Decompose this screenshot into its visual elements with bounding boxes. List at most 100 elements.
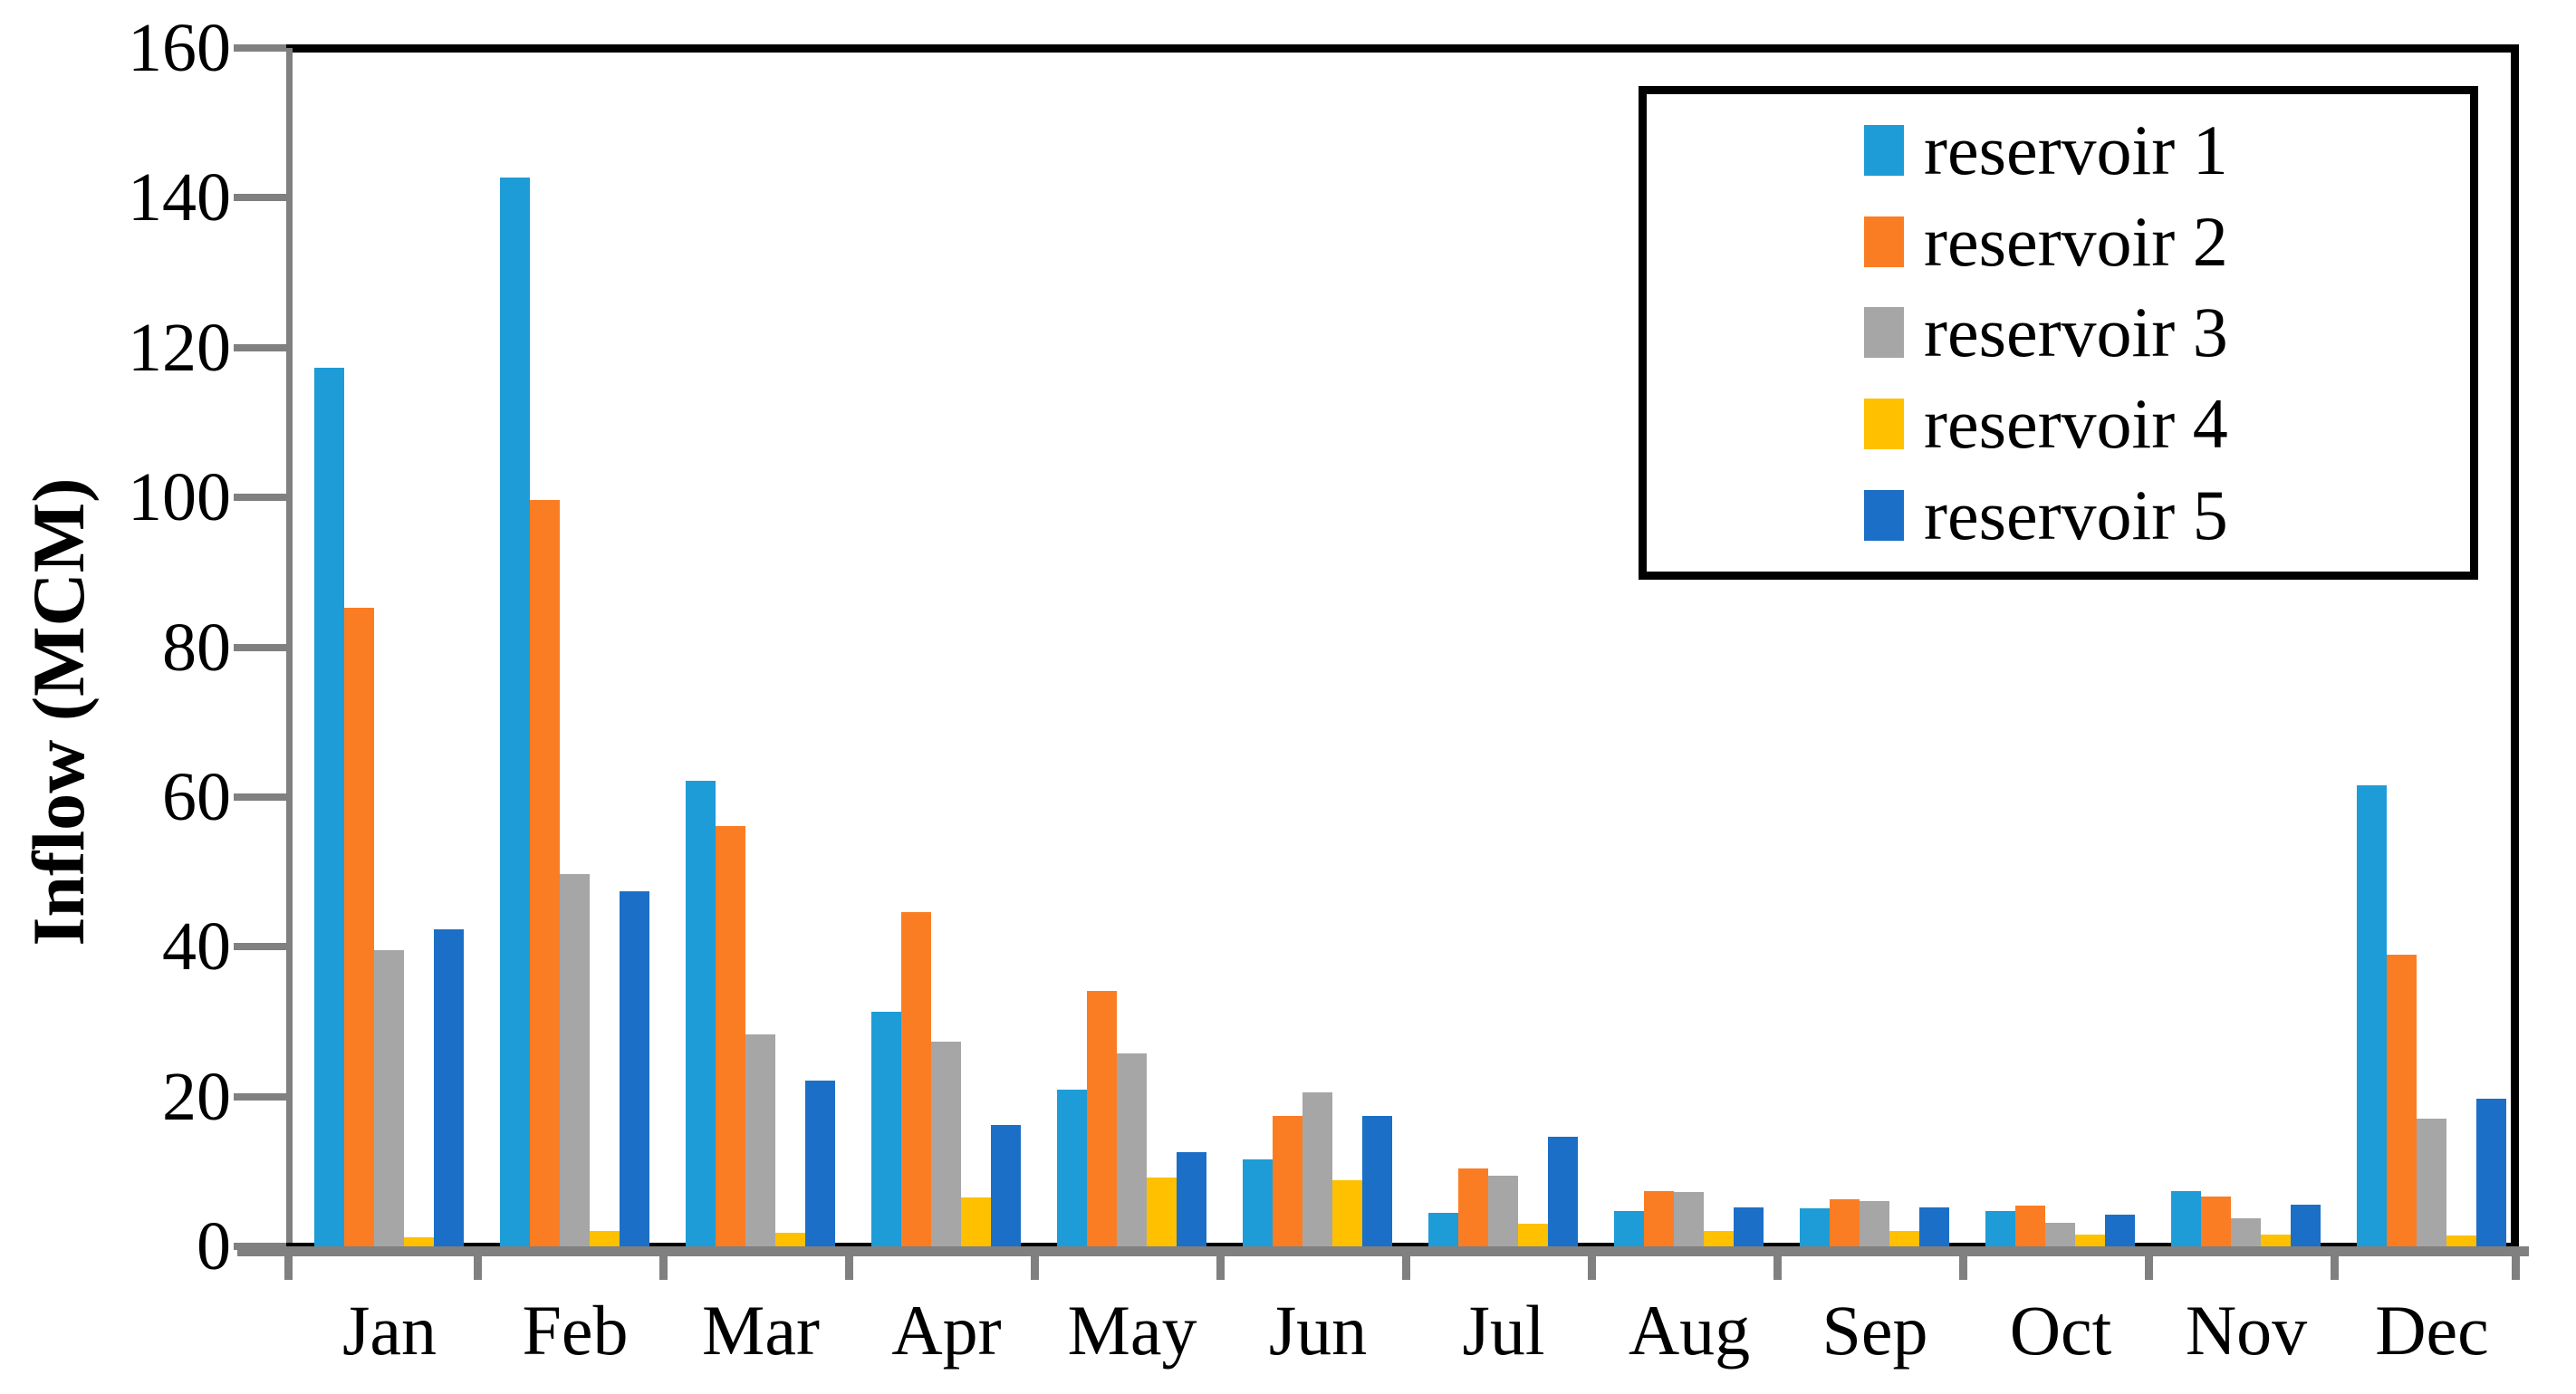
bar-mar-reservoir-2 [716,826,745,1246]
x-axis-label-aug: Aug [1628,1291,1751,1370]
bar-aug-reservoir-5 [1734,1207,1764,1246]
y-axis-tick-label: 60 [162,758,231,835]
y-axis-tick [234,1092,286,1101]
legend-label: reservoir 3 [1924,293,2228,372]
bar-sep-reservoir-1 [1800,1208,1830,1246]
bar-may-reservoir-1 [1057,1090,1087,1246]
y-axis-tick [234,494,286,502]
x-axis-label-jul: Jul [1462,1291,1545,1370]
bar-aug-reservoir-3 [1674,1192,1704,1246]
y-axis-tick [234,194,286,202]
bar-oct-reservoir-1 [1985,1211,2015,1246]
y-axis-tick-label: 160 [128,10,231,86]
bar-jun-reservoir-5 [1362,1116,1392,1246]
bar-dec-reservoir-4 [2446,1235,2476,1246]
bar-nov-reservoir-1 [2171,1191,2201,1246]
bar-jul-reservoir-5 [1548,1137,1578,1246]
bar-aug-reservoir-1 [1614,1211,1644,1246]
legend-label: reservoir 4 [1924,384,2228,464]
plot-border-top [286,44,2519,53]
bar-oct-reservoir-3 [2045,1223,2075,1246]
bar-nov-reservoir-5 [2291,1205,2321,1246]
y-axis-tick-label: 120 [128,309,231,386]
plot-border-right [2511,44,2519,1250]
legend-item-reservoir-1: reservoir 1 [1864,110,2470,189]
x-axis-tick [2144,1256,2153,1280]
bar-mar-reservoir-5 [805,1081,835,1246]
x-axis-tick [1216,1256,1225,1280]
x-axis-tick [2330,1256,2339,1280]
bar-dec-reservoir-1 [2357,785,2387,1246]
bar-dec-reservoir-3 [2417,1119,2446,1246]
x-axis-tick [658,1256,668,1280]
legend-swatch [1864,216,1904,267]
bar-mar-reservoir-3 [745,1034,775,1246]
y-axis-tick [234,44,286,52]
y-axis-tick [234,643,286,651]
bar-jul-reservoir-1 [1428,1213,1458,1246]
x-axis-label-jun: Jun [1268,1291,1368,1370]
bar-dec-reservoir-5 [2476,1099,2506,1246]
bar-mar-reservoir-1 [686,781,716,1246]
bar-nov-reservoir-4 [2261,1235,2291,1246]
x-axis-label-jan: Jan [342,1291,437,1370]
x-axis-tick [1773,1256,1782,1280]
x-axis-label-sep: Sep [1821,1291,1928,1370]
bar-jun-reservoir-1 [1243,1159,1273,1246]
y-axis-tick-label: 40 [162,909,231,985]
legend-swatch [1864,307,1904,359]
bar-may-reservoir-4 [1147,1178,1177,1246]
bar-feb-reservoir-3 [560,874,590,1246]
legend-item-reservoir-3: reservoir 3 [1864,297,2470,368]
y-axis-tick [234,793,286,801]
bar-jun-reservoir-3 [1302,1092,1332,1246]
legend-label: reservoir 1 [1924,110,2228,189]
bar-jun-reservoir-4 [1332,1180,1362,1246]
x-axis-tick [844,1256,853,1280]
y-axis-tick [234,943,286,951]
bar-may-reservoir-3 [1117,1053,1147,1246]
legend-swatch [1864,399,1904,450]
y-axis-line [286,48,293,1248]
x-axis-label-may: May [1067,1291,1197,1370]
bar-apr-reservoir-3 [931,1042,961,1246]
x-axis-band [237,1246,2529,1256]
legend-item-reservoir-2: reservoir 2 [1864,206,2470,277]
bar-apr-reservoir-5 [991,1125,1021,1246]
legend-item-reservoir-4: reservoir 4 [1864,389,2470,459]
x-axis-label-apr: Apr [891,1291,1002,1370]
x-axis-label-feb: Feb [522,1291,629,1370]
bar-sep-reservoir-5 [1919,1207,1949,1246]
bar-oct-reservoir-4 [2075,1235,2105,1246]
legend-label: reservoir 5 [1924,476,2228,555]
bar-jan-reservoir-3 [374,950,404,1246]
y-axis-tick-label: 140 [128,159,231,236]
bar-oct-reservoir-5 [2105,1215,2135,1246]
x-axis-tick [473,1256,482,1280]
x-axis-tick [1030,1256,1039,1280]
x-axis-tick [2511,1256,2520,1280]
x-axis-tick [284,1256,293,1280]
x-axis-tick [1587,1256,1596,1280]
y-axis-tick [234,1243,286,1250]
bar-dec-reservoir-2 [2387,955,2417,1246]
bar-jul-reservoir-2 [1458,1168,1488,1246]
x-axis-label-mar: Mar [702,1291,820,1370]
bar-sep-reservoir-3 [1860,1201,1889,1246]
y-axis-tick-label: 100 [128,459,231,536]
bar-may-reservoir-2 [1087,991,1117,1246]
y-axis-tick-label: 80 [162,609,231,686]
bar-apr-reservoir-4 [961,1197,991,1246]
bar-may-reservoir-5 [1177,1152,1206,1246]
bar-aug-reservoir-2 [1644,1191,1674,1246]
bar-jan-reservoir-4 [404,1237,434,1246]
bar-oct-reservoir-2 [2015,1206,2045,1246]
bar-jun-reservoir-2 [1273,1116,1302,1246]
legend-swatch [1864,124,1904,176]
bar-jul-reservoir-4 [1518,1224,1548,1246]
y-axis-tick-label: 20 [162,1058,231,1135]
bar-feb-reservoir-4 [590,1231,620,1246]
bar-aug-reservoir-4 [1704,1231,1734,1246]
bar-mar-reservoir-4 [775,1233,805,1246]
